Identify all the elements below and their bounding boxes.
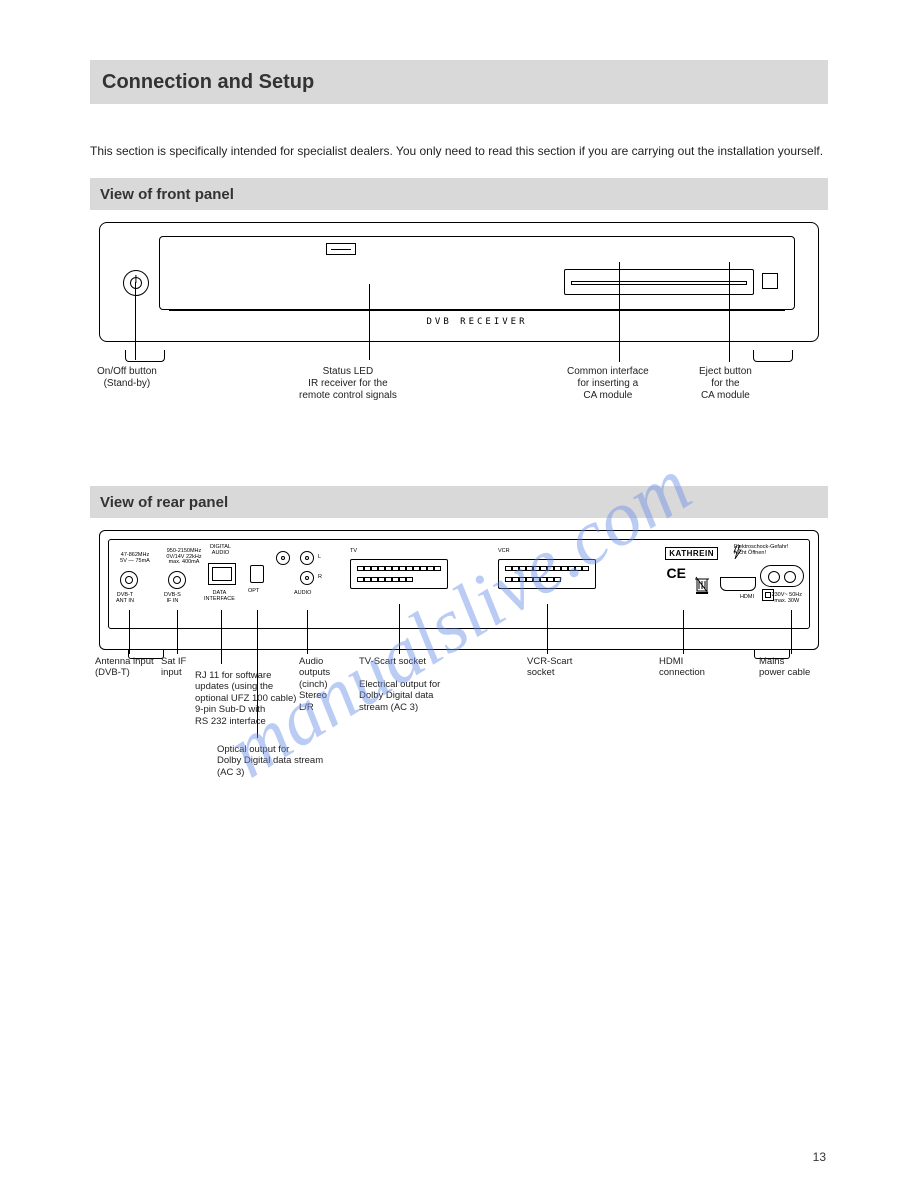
- intro-text: This section is specifically intended fo…: [90, 144, 828, 158]
- lightning-icon: [732, 545, 742, 559]
- section-rear-bar: View of rear panel: [90, 486, 828, 518]
- tv-label: TV: [350, 549, 357, 555]
- dvb-label: DVB RECEIVER: [426, 317, 527, 327]
- rca-r-icon: [300, 571, 314, 585]
- page-title: Connection and Setup: [102, 71, 314, 94]
- callout-power: On/Off button(Stand-by): [97, 366, 157, 390]
- eject-button-icon: [762, 273, 778, 289]
- title-bar: Connection and Setup: [90, 60, 828, 104]
- elec-dig-port-icon: [276, 551, 290, 565]
- rc-opt: Optical output forDolby Digital data str…: [217, 744, 347, 778]
- fm-spec-label: 950-2150MHz0V/14V 22kHzmax. 400mA: [158, 549, 210, 566]
- rc-dvbs: Sat IFinput: [161, 656, 186, 679]
- callout-eject: Eject buttonfor theCA module: [699, 366, 752, 402]
- section-front-label: View of front panel: [100, 186, 234, 203]
- callout-ci: Common interfacefor inserting aCA module: [567, 366, 649, 402]
- card-slot-icon: [564, 269, 754, 295]
- weee-bin-icon: [694, 575, 710, 595]
- dvbt-port-icon: [120, 571, 138, 589]
- tv-scart-icon: [350, 559, 448, 589]
- hdmi-port-icon: [720, 577, 756, 591]
- front-callout-row: On/Off button(Stand-by) Status LEDIR rec…: [99, 366, 819, 456]
- elektro-label: Elektroschock-Gefahr!Nicht Öffnen!: [734, 545, 804, 556]
- callout-led: Status LEDIR receiver for theremote cont…: [299, 366, 397, 402]
- power-button-icon: [123, 270, 149, 296]
- section-front-bar: View of front panel: [90, 178, 828, 210]
- dvbs-label: DVB-SIF IN: [164, 593, 181, 604]
- opt-label: OPT: [248, 589, 259, 595]
- section-rear-label: View of rear panel: [100, 494, 228, 511]
- data-port-icon: [208, 563, 236, 585]
- digaudio-label: DIGITALAUDIO: [210, 545, 231, 556]
- rc-audio: Audiooutputs(cinch)StereoL/R: [299, 656, 345, 713]
- dvbs-port-icon: [168, 571, 186, 589]
- mains-port-icon: [760, 565, 804, 587]
- optical-port-icon: [250, 565, 264, 583]
- vcr-label: VCR: [498, 549, 510, 555]
- rear-diagram: 47-862MHz5V — 75mA DVB-TANT IN 950-2150M…: [90, 530, 828, 812]
- rc-data: RJ 11 for softwareupdates (using theopti…: [195, 670, 315, 727]
- dvbt-label: DVB-TANT IN: [116, 593, 134, 604]
- data-label: DATAINTERFACE: [204, 591, 235, 602]
- page-number: 13: [813, 1150, 826, 1164]
- rc-tvscart: TV-Scart socket Electrical output forDol…: [359, 656, 479, 713]
- rear-callout-row: Antenna input(DVB-T) Sat IFinput RJ 11 f…: [99, 652, 819, 812]
- rc-vcr: VCR-Scartsocket: [527, 656, 572, 679]
- rc-hdmi: HDMIconnection: [659, 656, 705, 679]
- vcr-scart-icon: [498, 559, 596, 589]
- hdmi-label: HDMI: [740, 595, 754, 601]
- front-diagram: DVB RECEIVER On/Off button(Stand-by) Sta…: [90, 222, 828, 456]
- mains-label: 230V~ 50Hzmax. 30W: [772, 593, 802, 604]
- rc-mains: Mainspower cable: [759, 656, 810, 679]
- audio-label: AUDIO: [294, 591, 311, 597]
- ce-mark: CE: [667, 565, 686, 581]
- ant-spec-label: 47-862MHz5V — 75mA: [114, 553, 156, 564]
- rc-dvbt: Antenna input(DVB-T): [95, 656, 154, 679]
- rca-l-icon: [300, 551, 314, 565]
- kathrein-logo: KATHREIN: [665, 547, 718, 560]
